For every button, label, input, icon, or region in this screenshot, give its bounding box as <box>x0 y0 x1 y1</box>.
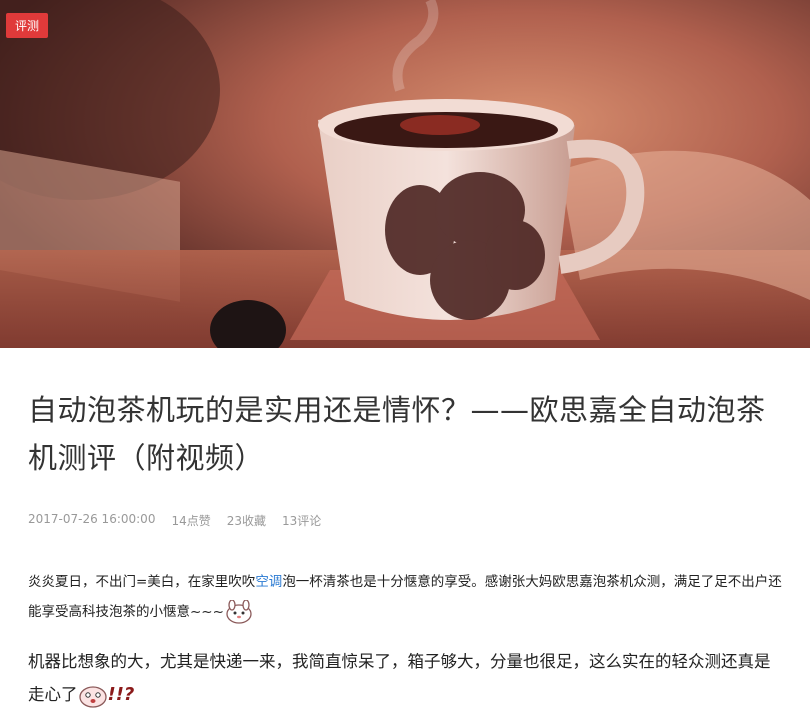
category-tag[interactable]: 评测 <box>6 13 49 38</box>
tea-cup-photo <box>0 0 810 348</box>
hero-image: 评测 <box>0 0 810 348</box>
rabbit-emoji-icon <box>226 600 252 624</box>
publish-date: 2017-07-26 16:00:00 <box>28 512 156 526</box>
paragraph-unboxing: 机器比想象的大，尤其是快递一来，我简直惊呆了，箱子够大，分量也很足，这么实在的轻… <box>28 645 782 711</box>
like-count[interactable]: 14点赞 <box>171 514 211 528</box>
air-conditioner-link[interactable]: 空调 <box>255 574 283 590</box>
unboxing-text: 机器比想象的大，尤其是快递一来，我简直惊呆了，箱子够大，分量也很足，这么实在的轻… <box>28 652 771 704</box>
exclaim-mark: !!? <box>107 684 135 705</box>
article-meta: 2017-07-26 16:00:00 14点赞 23收藏 13评论 <box>28 512 782 529</box>
comment-count[interactable]: 13评论 <box>282 514 322 528</box>
article-body: 自动泡茶机玩的是实用还是情怀？——欧思嘉全自动泡茶机测评（附视频） 2017-0… <box>0 386 810 711</box>
favorite-count[interactable]: 23收藏 <box>226 514 267 528</box>
paragraph-intro: 炎炎夏日，不出门=美白，在家里吹吹空调泡一杯清茶也是十分惬意的享受。感谢张大妈欧… <box>28 567 782 627</box>
shocked-emoji-icon <box>78 685 107 708</box>
article-title: 自动泡茶机玩的是实用还是情怀？——欧思嘉全自动泡茶机测评（附视频） <box>28 393 766 475</box>
intro-text-before: 炎炎夏日，不出门=美白，在家里吹吹 <box>28 574 256 590</box>
intro-text-after: 泡一杯清茶也是十分惬意的享受。感谢张大妈欧思嘉泡茶机众测，满足了足不出户还能享受… <box>28 574 782 620</box>
